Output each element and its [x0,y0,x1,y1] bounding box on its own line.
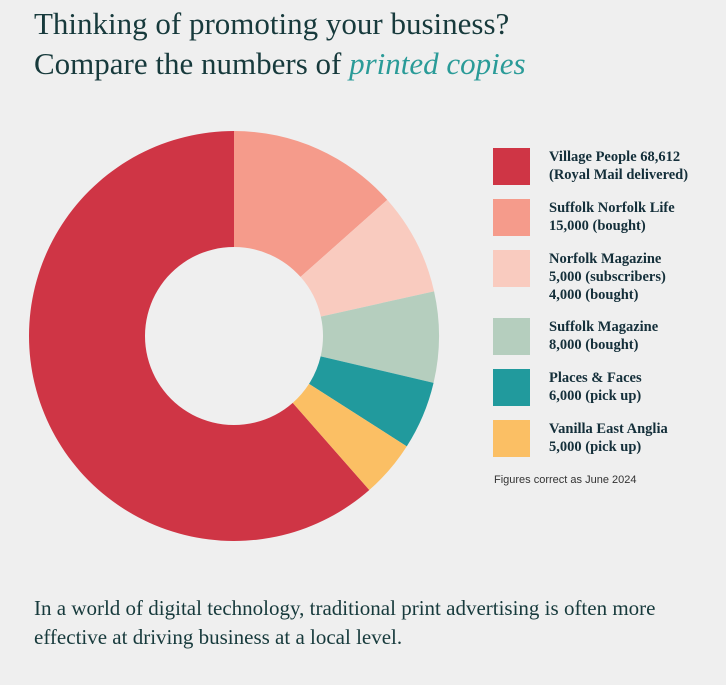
title-line: Compare the numbers of [34,46,342,81]
legend-entry: Suffolk Norfolk Life 15,000 (bought) [493,199,714,236]
legend-figure: 4,000 (bought) [549,286,714,304]
legend-name: Village People [549,149,637,165]
footnote: Figures correct as June 2024 [494,474,637,486]
legend-text: Village People 68,612 (Royal Mail delive… [549,148,714,184]
legend: Village People 68,612 (Royal Mail delive… [493,148,714,457]
legend-entry: Places & Faces 6,000 (pick up) [493,369,714,406]
legend-text: Suffolk Norfolk Life 15,000 (bought) [549,199,714,235]
legend-name: Suffolk Magazine [549,319,659,335]
figure-value: 68,612 [640,149,681,165]
legend-name: Norfolk Magazine [549,251,662,267]
figure-note: (bought) [592,218,646,234]
legend-name: Places & Faces [549,370,642,386]
legend-swatch [493,148,530,185]
title-highlight: printed copies [349,46,526,81]
legend-entry: Village People 68,612 (Royal Mail delive… [493,148,714,185]
figure-value: 6,000 [549,388,582,404]
caption: In a world of digital technology, tradit… [34,596,656,649]
legend-swatch [493,318,530,355]
figure-value: 15,000 [549,218,589,234]
legend-text: Places & Faces 6,000 (pick up) [549,369,714,405]
donut-slice [309,356,434,447]
legend-name: Suffolk Norfolk Life [549,200,675,216]
figure-value: 8,000 [549,337,582,353]
legend-text: Vanilla East Anglia 5,000 (pick up) [549,420,714,456]
legend-entry: Vanilla East Anglia 5,000 (pick up) [493,420,714,457]
figure-value: 5,000 [549,439,582,455]
legend-entry: Norfolk Magazine 5,000 (subscribers) 4,00… [493,250,714,304]
legend-swatch [493,369,530,406]
donut-slice [29,131,370,541]
donut-slice [320,291,439,383]
donut-slice [292,383,407,490]
figure-note: (pick up) [585,439,642,455]
title-line: Thinking of promoting your business? [34,6,510,41]
legend-figure: 8,000 (bought) [549,336,714,354]
figure-note: (bought) [585,337,639,353]
legend-swatch [493,199,530,236]
donut-slice [300,199,435,317]
legend-swatch [493,250,530,287]
legend-figure: 5,000 (subscribers) [549,268,714,286]
title: Thinking of promoting your business? Comp… [34,4,526,84]
legend-swatch [493,420,530,457]
legend-figure: 6,000 (pick up) [549,387,714,405]
figure-value: 5,000 [549,269,582,285]
legend-entry: Suffolk Magazine 8,000 (bought) [493,318,714,355]
figure-note: (Royal Mail delivered) [549,167,689,183]
donut-slice [234,131,388,277]
legend-figure: 68,612 (Royal Mail delivered) [549,149,714,184]
legend-name: Vanilla East Anglia [549,421,668,437]
legend-figure: 15,000 (bought) [549,217,714,235]
figure-note: (bought) [585,287,639,303]
figure-note: (pick up) [585,388,642,404]
legend-figure: 5,000 (pick up) [549,438,714,456]
figure-value: 4,000 [549,287,582,303]
figure-note: (subscribers) [585,269,666,285]
legend-text: Norfolk Magazine 5,000 (subscribers) 4,00… [549,250,714,304]
legend-text: Suffolk Magazine 8,000 (bought) [549,318,714,354]
